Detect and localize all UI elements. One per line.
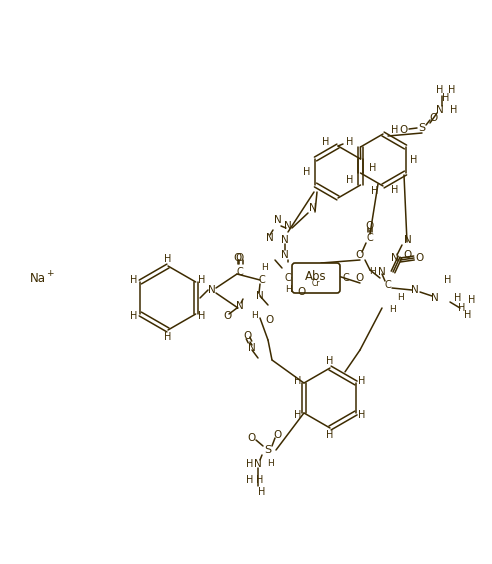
Text: O: O (400, 125, 408, 135)
Text: H: H (164, 332, 172, 342)
Text: H: H (164, 254, 172, 264)
Text: H: H (285, 285, 291, 294)
Text: Na: Na (30, 271, 46, 284)
Text: N: N (274, 215, 282, 225)
Text: H: H (251, 311, 258, 319)
Text: C: C (367, 233, 373, 243)
Text: H: H (391, 185, 399, 195)
Text: N: N (256, 291, 264, 301)
Text: Abs: Abs (305, 270, 327, 283)
Text: H: H (444, 275, 452, 285)
Text: H: H (459, 303, 466, 313)
Text: N: N (284, 221, 292, 231)
Text: C: C (259, 275, 265, 285)
Text: H: H (303, 167, 310, 177)
Text: O: O (404, 250, 412, 260)
Text: H: H (442, 93, 450, 103)
Text: H: H (262, 263, 268, 272)
Text: H: H (468, 295, 476, 305)
Text: H: H (267, 460, 274, 469)
Text: C: C (285, 273, 291, 283)
Text: N: N (248, 343, 256, 353)
Text: H: H (198, 275, 206, 285)
Text: H: H (369, 163, 377, 173)
Text: H: H (246, 459, 254, 469)
Text: O: O (274, 430, 282, 440)
Text: O: O (224, 311, 232, 321)
Text: H: H (346, 175, 354, 185)
Text: H: H (294, 376, 302, 386)
Text: H: H (346, 137, 354, 147)
Text: N: N (404, 235, 412, 245)
Text: H: H (326, 356, 334, 366)
Text: O: O (236, 253, 244, 263)
Text: +: + (46, 270, 54, 279)
Text: N: N (431, 293, 439, 303)
Text: C: C (237, 267, 244, 277)
Text: O: O (366, 221, 374, 231)
Text: H: H (326, 430, 334, 440)
Text: N: N (378, 267, 386, 277)
Text: Cr: Cr (312, 279, 320, 288)
Text: H: H (246, 475, 254, 485)
Text: H: H (436, 85, 444, 95)
Text: H: H (358, 410, 366, 420)
Text: H: H (369, 267, 375, 276)
Text: H: H (410, 155, 418, 165)
Text: H: H (258, 487, 266, 497)
Text: H: H (397, 293, 403, 302)
Text: O: O (416, 253, 424, 263)
Text: N: N (281, 235, 289, 245)
Text: H: H (454, 293, 461, 303)
Text: H: H (358, 376, 366, 386)
Text: N: N (309, 203, 317, 213)
Text: H: H (322, 137, 330, 147)
Text: O: O (356, 250, 364, 260)
Text: H: H (130, 311, 138, 321)
Text: H: H (389, 306, 396, 315)
Text: S: S (418, 123, 426, 133)
Text: N: N (391, 253, 399, 263)
Text: N: N (236, 301, 244, 311)
Text: H: H (450, 105, 458, 115)
Text: O: O (234, 253, 242, 263)
Text: H: H (464, 310, 472, 320)
Text: H: H (256, 475, 264, 485)
Text: S: S (264, 445, 272, 455)
Text: H: H (130, 275, 138, 285)
Text: H: H (391, 125, 399, 135)
FancyBboxPatch shape (292, 263, 340, 293)
Text: H: H (198, 311, 206, 321)
Text: N: N (254, 459, 262, 469)
Text: N: N (411, 285, 419, 295)
Text: H: H (448, 85, 456, 95)
Text: N: N (266, 233, 274, 243)
Text: O: O (356, 273, 364, 283)
Text: H: H (294, 410, 302, 420)
Text: C: C (385, 280, 391, 290)
Text: O: O (298, 287, 306, 297)
Text: N: N (436, 105, 444, 115)
Text: H: H (371, 186, 379, 196)
Text: C: C (342, 273, 349, 283)
Text: N: N (281, 250, 289, 260)
Text: O: O (266, 315, 274, 325)
Text: O: O (430, 113, 438, 123)
Text: O: O (244, 331, 252, 341)
Text: O: O (248, 433, 256, 443)
Text: N: N (208, 285, 216, 295)
